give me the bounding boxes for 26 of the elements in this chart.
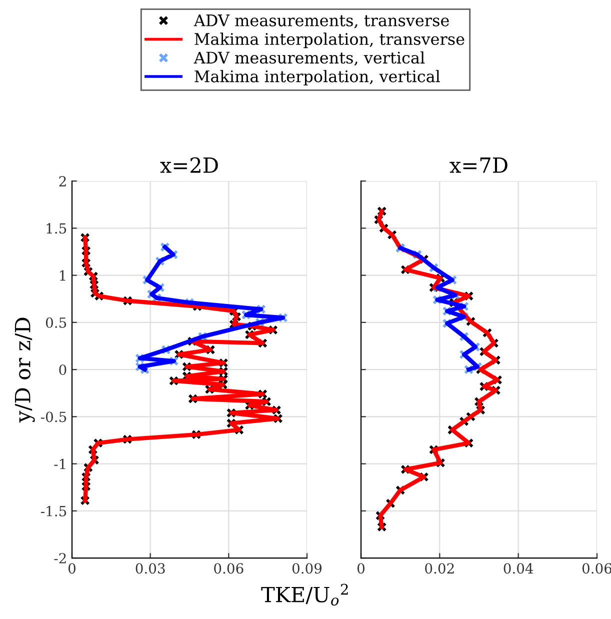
y-tick-label: 1.5 <box>46 223 66 234</box>
y-tick-label: -1 <box>54 458 66 470</box>
y-tick-label: 0.5 <box>46 317 66 328</box>
y-tick-label: -0.5 <box>40 412 66 422</box>
legend-label: Makima interpolation, vertical <box>194 70 440 86</box>
legend-label: ADV measurements, transverse <box>194 14 449 28</box>
x-tick-label: 0.03 <box>136 563 165 574</box>
x-tick-label: 0 <box>357 563 364 574</box>
y-tick-label: -2 <box>54 552 66 564</box>
x-tick-label: 0.09 <box>292 563 322 574</box>
x-tick-label: 0.06 <box>214 563 244 574</box>
y-tick-label: 2 <box>59 176 66 186</box>
legend-label: Makima interpolation, transverse <box>194 32 464 48</box>
line-series <box>138 244 286 372</box>
x-axis-title: TKE/U$_{o}$$^{2}$ <box>261 584 348 606</box>
y-axis-title: y/D or z/D <box>14 318 35 423</box>
y-tick-label: 0 <box>59 364 66 376</box>
legend-label: ADV measurements, vertical <box>194 51 425 66</box>
y-tick-label: -1.5 <box>40 506 66 516</box>
chart-title: x=7D <box>450 158 508 173</box>
chart-title: x=2D <box>160 157 218 173</box>
y-tick-label: 1 <box>60 270 66 281</box>
x-tick-label: 0 <box>68 563 76 574</box>
x-tick-label: 0.02 <box>425 563 454 574</box>
x-tick-label: 0.04 <box>504 563 534 574</box>
line-series <box>82 236 280 503</box>
